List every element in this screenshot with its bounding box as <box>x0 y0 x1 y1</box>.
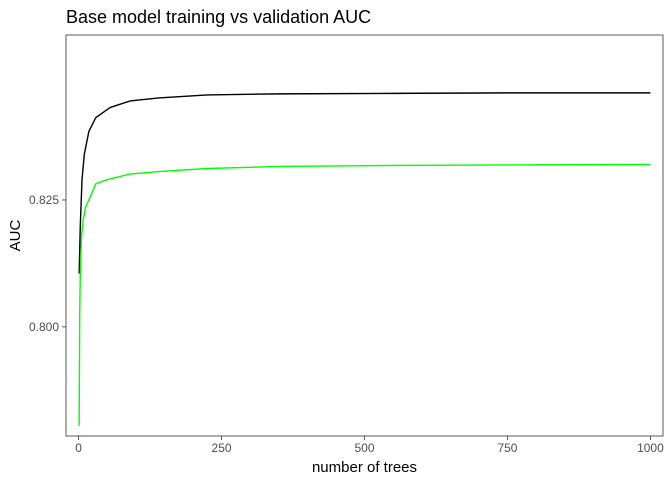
x-tick-label: 1000 <box>637 441 664 455</box>
x-tick-label: 250 <box>212 441 232 455</box>
y-tick-label: 0.800 <box>29 320 59 334</box>
x-tick-label: 500 <box>354 441 374 455</box>
x-axis: 0 250 500 750 1000 <box>75 436 664 455</box>
series-line-black <box>78 92 651 274</box>
y-tick-label: 0.825 <box>29 193 59 207</box>
y-axis: 0.800 0.825 <box>29 193 66 334</box>
x-axis-title: number of trees <box>312 459 417 476</box>
series-line-green <box>78 163 651 426</box>
chart-title: Base model training vs validation AUC <box>66 7 371 27</box>
plot-panel <box>65 34 664 437</box>
y-axis-title: AUC <box>7 219 24 251</box>
x-tick-label: 750 <box>497 441 517 455</box>
x-tick-label: 0 <box>75 441 82 455</box>
series-layer <box>78 92 651 426</box>
